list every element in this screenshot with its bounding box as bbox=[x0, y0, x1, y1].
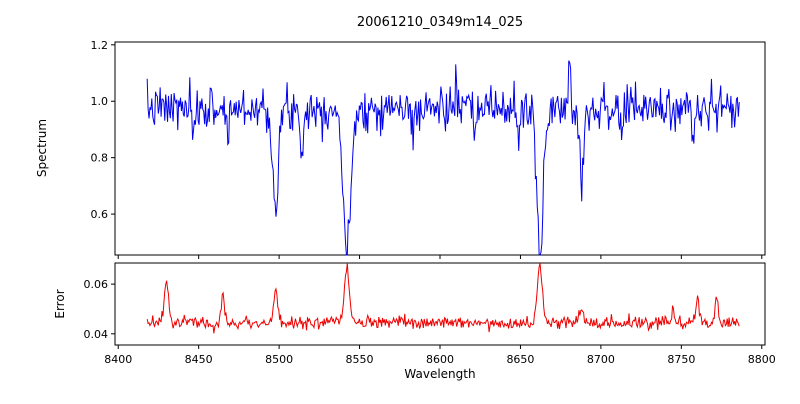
panel-border-error bbox=[114, 262, 766, 346]
y-tick-label: 0.06 bbox=[84, 278, 109, 291]
x-tick-label: 8450 bbox=[185, 353, 213, 366]
error-line bbox=[146, 262, 740, 334]
y-tick-label: 0.6 bbox=[91, 208, 109, 221]
y-tick-label: 0.04 bbox=[84, 328, 109, 341]
plot-area: 0.6 0.8 1.0 1.2 0.04 0.06 8400 8450 8500 8550 8600… bbox=[84, 39, 776, 366]
y-tick-label: 1.2 bbox=[91, 39, 109, 52]
x-tick-label: 8700 bbox=[587, 353, 615, 366]
x-tick-label: 8800 bbox=[748, 353, 776, 366]
x-tick-label: 8550 bbox=[346, 353, 374, 366]
x-tick-label: 8600 bbox=[426, 353, 454, 366]
spectrum-line bbox=[146, 60, 740, 256]
x-tick-label: 8650 bbox=[506, 353, 534, 366]
y-tick-label: 0.8 bbox=[91, 152, 109, 165]
y-axis-label-spectrum: Spectrum bbox=[35, 119, 49, 177]
y-axis-label-error: Error bbox=[53, 289, 67, 318]
x-tick-label: 8400 bbox=[104, 353, 132, 366]
x-axis-label: Wavelength bbox=[404, 367, 475, 381]
panel-border-spectrum bbox=[114, 41, 766, 256]
y-tick-label: 1.0 bbox=[91, 95, 109, 108]
x-tick-label: 8500 bbox=[265, 353, 293, 366]
chart-title: 20061210_0349m14_025 bbox=[357, 15, 523, 30]
x-tick-label: 8750 bbox=[667, 353, 695, 366]
